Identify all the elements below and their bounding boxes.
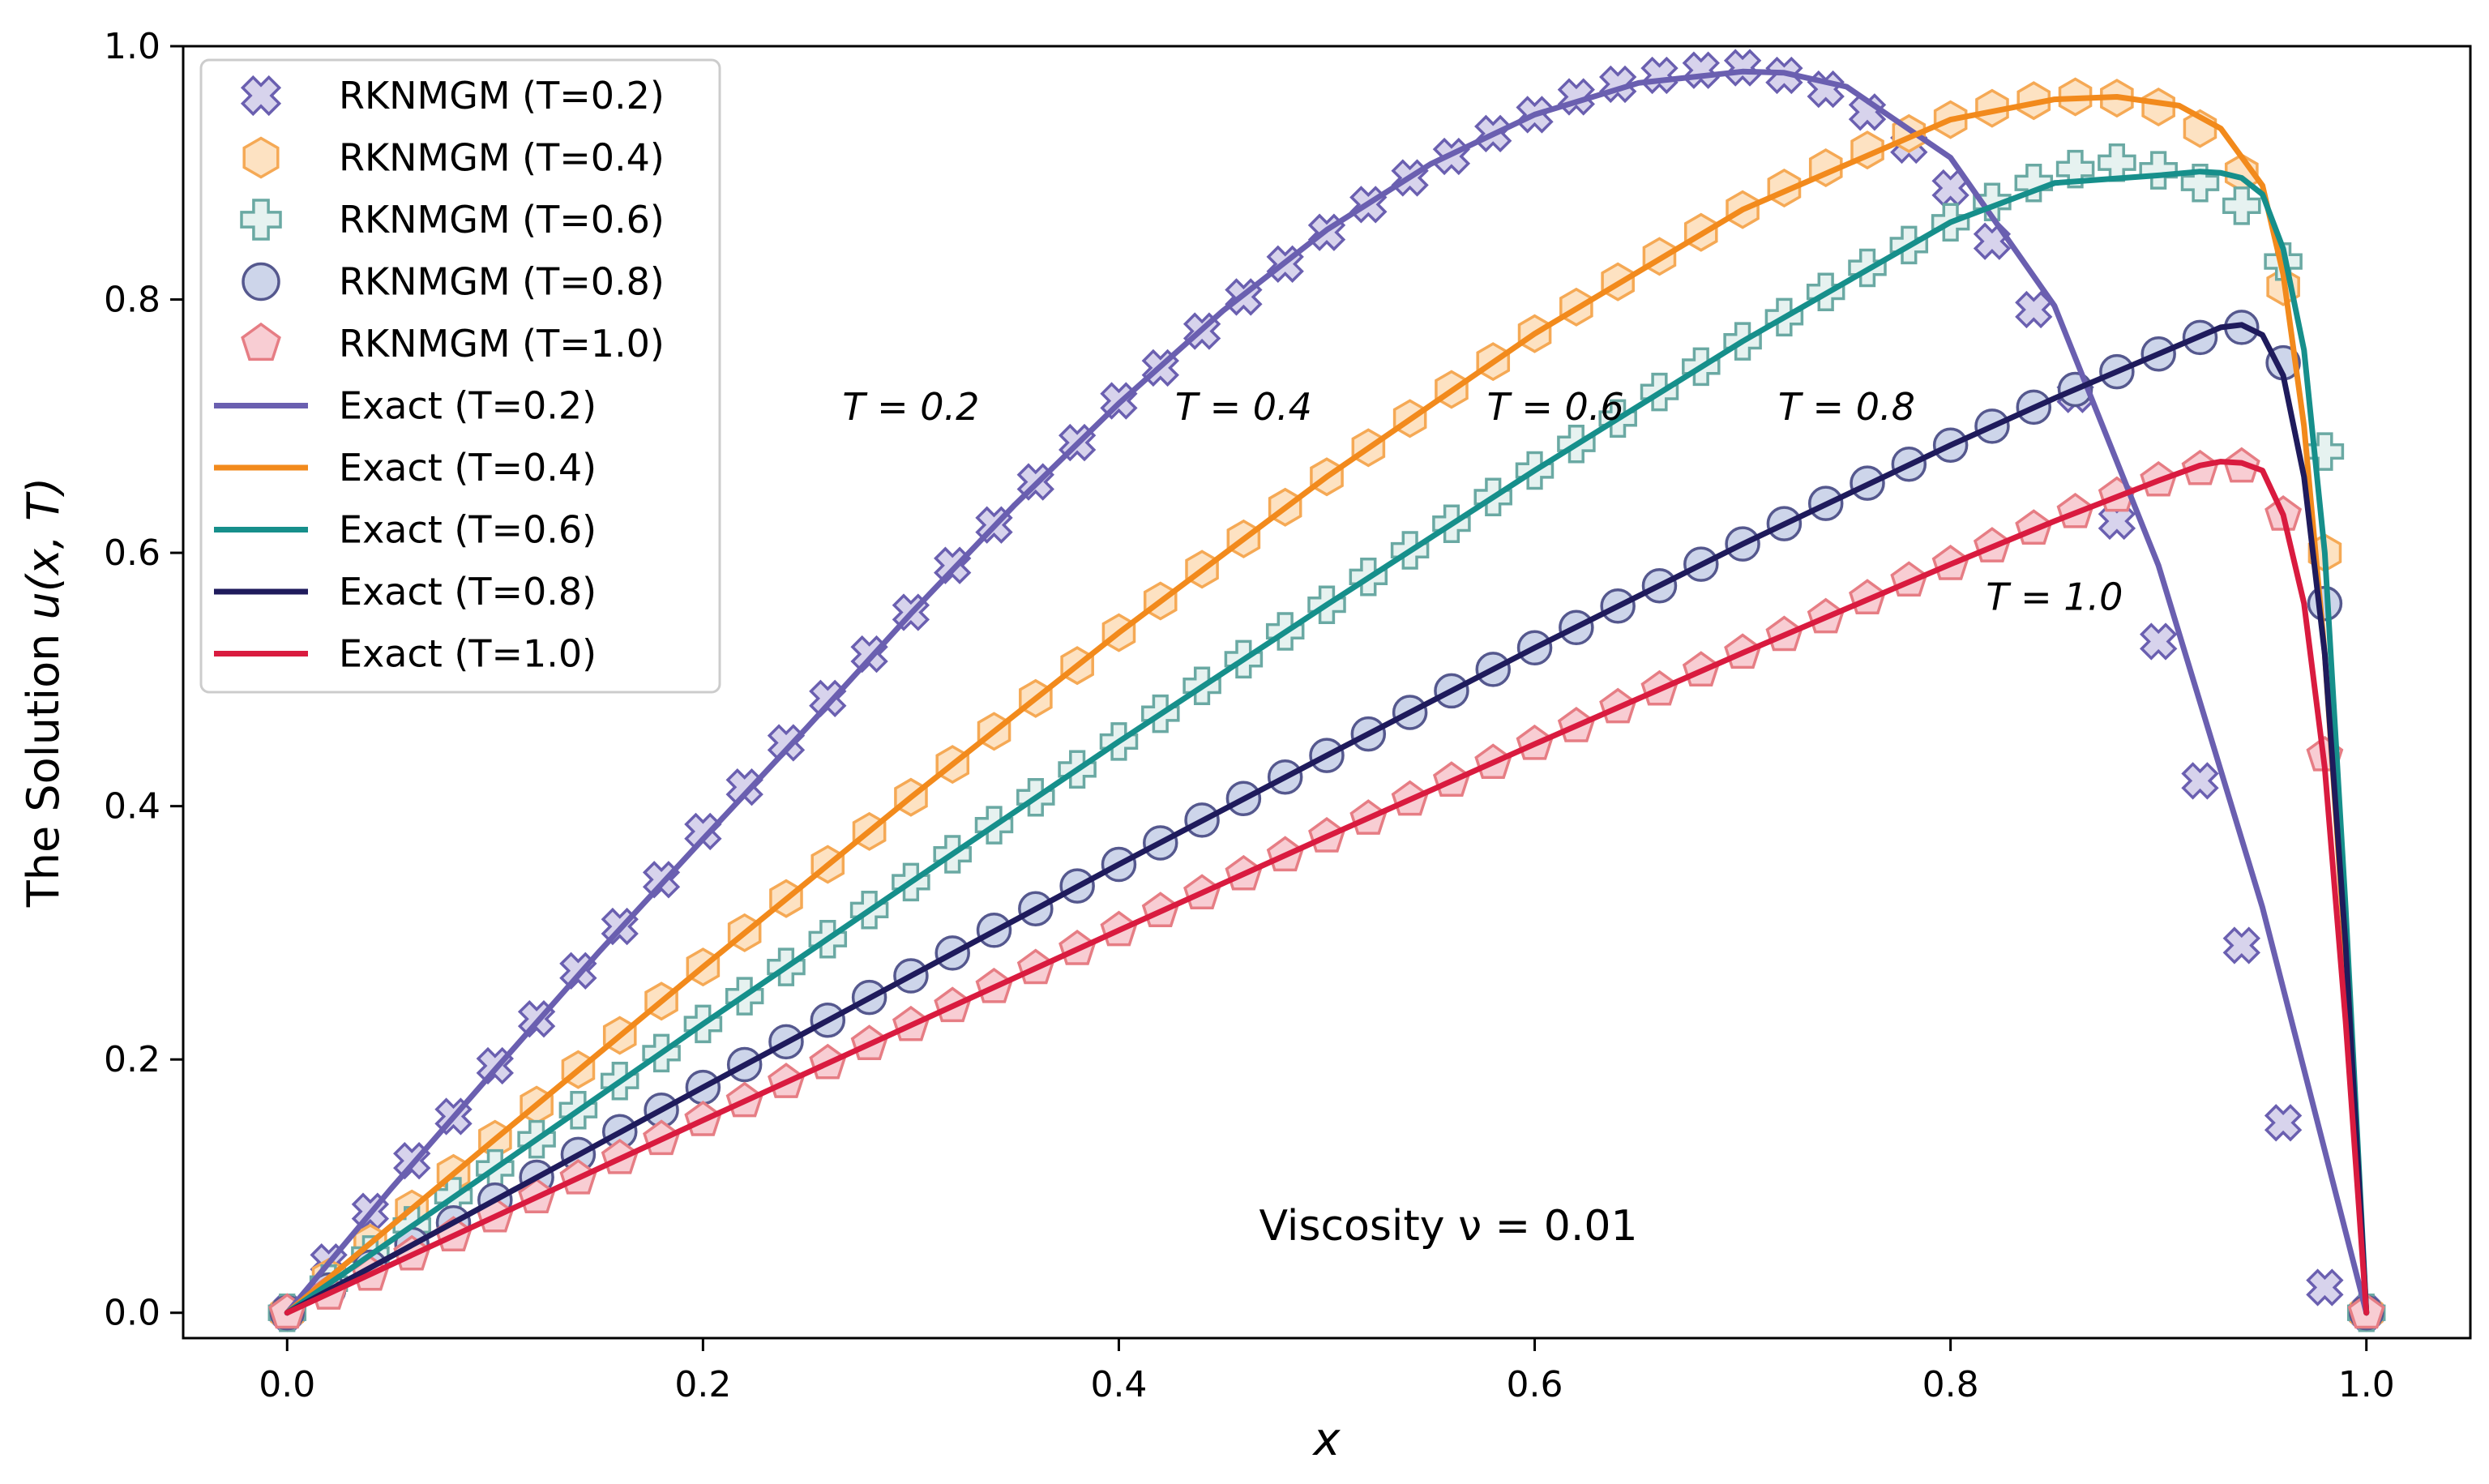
y-tick-label: 0.4 bbox=[104, 786, 160, 828]
series-line bbox=[284, 68, 2370, 1316]
x-tick-label: 0.6 bbox=[1507, 1364, 1563, 1405]
y-tick-label: 1.0 bbox=[104, 26, 160, 67]
series-exact-t-0-6 bbox=[284, 169, 2370, 1316]
legend-entry-exact-t-1-0: Exact (T=1.0) bbox=[214, 632, 597, 676]
data-point bbox=[2306, 1268, 2344, 1307]
legend-label: Exact (T=0.6) bbox=[339, 508, 597, 552]
y-axis-label: The Solution u(x, T) bbox=[18, 477, 69, 908]
data-point bbox=[2222, 186, 2261, 225]
series-exact-t-1-0 bbox=[284, 459, 2370, 1316]
data-point bbox=[2181, 762, 2219, 800]
y-tick-label: 0.8 bbox=[104, 280, 160, 321]
data-point bbox=[2180, 164, 2220, 203]
series-line bbox=[284, 169, 2370, 1316]
legend-entry-rknmgm-t-0-2: RKNMGM (T=0.2) bbox=[240, 74, 665, 118]
data-point bbox=[2014, 164, 2054, 203]
series-line bbox=[284, 322, 2370, 1316]
legend: RKNMGM (T=0.2) RKNMGM (T=0.4) RKNMGM (T=0.… bbox=[199, 58, 721, 694]
legend-entry-exact-t-0-4: Exact (T=0.4) bbox=[214, 446, 597, 490]
legend-entry-rknmgm-t-0-4: RKNMGM (T=0.4) bbox=[242, 136, 665, 180]
data-point bbox=[2264, 1104, 2303, 1142]
curve-label: T = 0.2 bbox=[842, 385, 979, 429]
y-tick-label: 0.6 bbox=[104, 532, 160, 574]
series-line bbox=[284, 94, 2370, 1316]
axis-ticks: 0.0 0.2 0.4 0.6 0.8 1.0 0.0 0.2 0.4 0.6 0.8 1.0 bbox=[104, 26, 2395, 1405]
legend-label: RKNMGM (T=1.0) bbox=[339, 322, 665, 366]
curve-labels: T = 0.2 T = 0.4 T = 0.6 T = 0.8 T = 1.0 bbox=[842, 385, 2123, 618]
legend-entry-rknmgm-t-1-0: RKNMGM (T=1.0) bbox=[241, 322, 665, 366]
legend-marker bbox=[240, 199, 282, 241]
legend-label: RKNMGM (T=0.4) bbox=[339, 136, 665, 180]
curve-label: T = 1.0 bbox=[1986, 575, 2123, 618]
legend-label: Exact (T=0.2) bbox=[339, 384, 597, 428]
legend-marker bbox=[242, 136, 280, 179]
legend-label: Exact (T=0.4) bbox=[339, 446, 597, 490]
x-tick-label: 0.2 bbox=[674, 1364, 731, 1405]
legend-box bbox=[199, 58, 721, 694]
legend-entry-rknmgm-t-0-6: RKNMGM (T=0.6) bbox=[240, 198, 665, 242]
data-point bbox=[2139, 151, 2178, 190]
x-tick-label: 0.4 bbox=[1090, 1364, 1147, 1405]
series-exact-t-0-2 bbox=[284, 68, 2370, 1316]
legend-label: RKNMGM (T=0.8) bbox=[339, 260, 665, 304]
x-tick-label: 0.0 bbox=[259, 1364, 315, 1405]
x-tick-label: 0.8 bbox=[1922, 1364, 1979, 1405]
data-point bbox=[2222, 926, 2260, 964]
legend-entry-exact-t-0-2: Exact (T=0.2) bbox=[214, 384, 597, 428]
legend-entry-exact-t-0-8: Exact (T=0.8) bbox=[214, 570, 597, 614]
legend-marker bbox=[242, 262, 280, 302]
legend-marker bbox=[240, 75, 282, 117]
viscosity-annotation: Viscosity ν = 0.01 bbox=[1259, 1202, 1637, 1251]
data-point bbox=[934, 546, 972, 584]
curve-label: T = 0.8 bbox=[1778, 385, 1915, 429]
series-exact-t-0-8 bbox=[284, 322, 2370, 1316]
legend-label: RKNMGM (T=0.2) bbox=[339, 74, 665, 118]
data-point bbox=[2015, 290, 2053, 329]
x-axis-label: x bbox=[1311, 1413, 1341, 1466]
curve-label: T = 0.6 bbox=[1487, 385, 1624, 429]
legend-marker bbox=[241, 322, 281, 361]
data-point bbox=[2140, 622, 2178, 661]
plot-area bbox=[267, 49, 2386, 1332]
y-tick-label: 0.2 bbox=[104, 1039, 160, 1080]
legend-entry-exact-t-0-6: Exact (T=0.6) bbox=[214, 508, 597, 552]
data-point bbox=[1975, 88, 2009, 128]
series-line bbox=[284, 459, 2370, 1316]
curve-label: T = 0.4 bbox=[1175, 385, 1312, 429]
legend-label: Exact (T=1.0) bbox=[339, 632, 597, 676]
legend-label: RKNMGM (T=0.6) bbox=[339, 198, 665, 242]
y-axis-label-math: u(x, T) bbox=[18, 477, 69, 620]
x-tick-label: 1.0 bbox=[2338, 1364, 2395, 1405]
y-tick-label: 0.0 bbox=[104, 1293, 160, 1334]
line-layer bbox=[284, 68, 2370, 1316]
data-point bbox=[2055, 149, 2095, 189]
y-axis-label-prefix: The Solution bbox=[18, 619, 69, 908]
series-exact-t-0-4 bbox=[284, 94, 2370, 1316]
legend-entry-rknmgm-t-0-8: RKNMGM (T=0.8) bbox=[242, 260, 665, 304]
plot-frame bbox=[182, 45, 2472, 1340]
legend-label: Exact (T=0.8) bbox=[339, 570, 597, 614]
data-point bbox=[1723, 49, 1762, 87]
